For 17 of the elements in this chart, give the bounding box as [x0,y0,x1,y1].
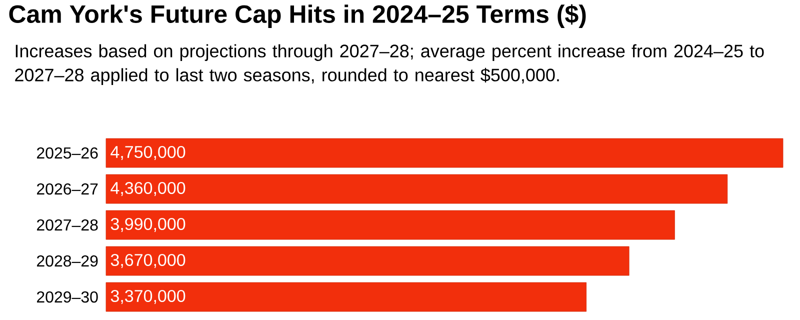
y-tick-label: 2027–28 [36,219,98,231]
y-tick-label: 2025–26 [36,147,98,159]
y-tick-label: 2028–29 [36,255,98,267]
data-label: 3,670,000 [110,254,186,268]
data-label: 3,990,000 [110,218,186,232]
bar [106,246,630,276]
y-tick-label: 2026–27 [36,183,98,195]
bar [106,174,728,204]
data-label: 4,360,000 [110,182,186,196]
bar [106,282,587,312]
chart-subtitle: Increases based on projections through 2027–28; average percent increase from 2024–25 to 2027–28 applied to last two seasons, rounded to nearest $500,000. [15,44,764,85]
y-tick-label: 2029–30 [36,291,98,303]
bar [106,138,784,168]
chart-title: Cam York's Future Cap Hits in 2024–25 Terms ($) [9,4,586,28]
bar [106,210,675,240]
data-label: 3,370,000 [110,290,186,304]
data-label: 4,750,000 [110,146,186,160]
